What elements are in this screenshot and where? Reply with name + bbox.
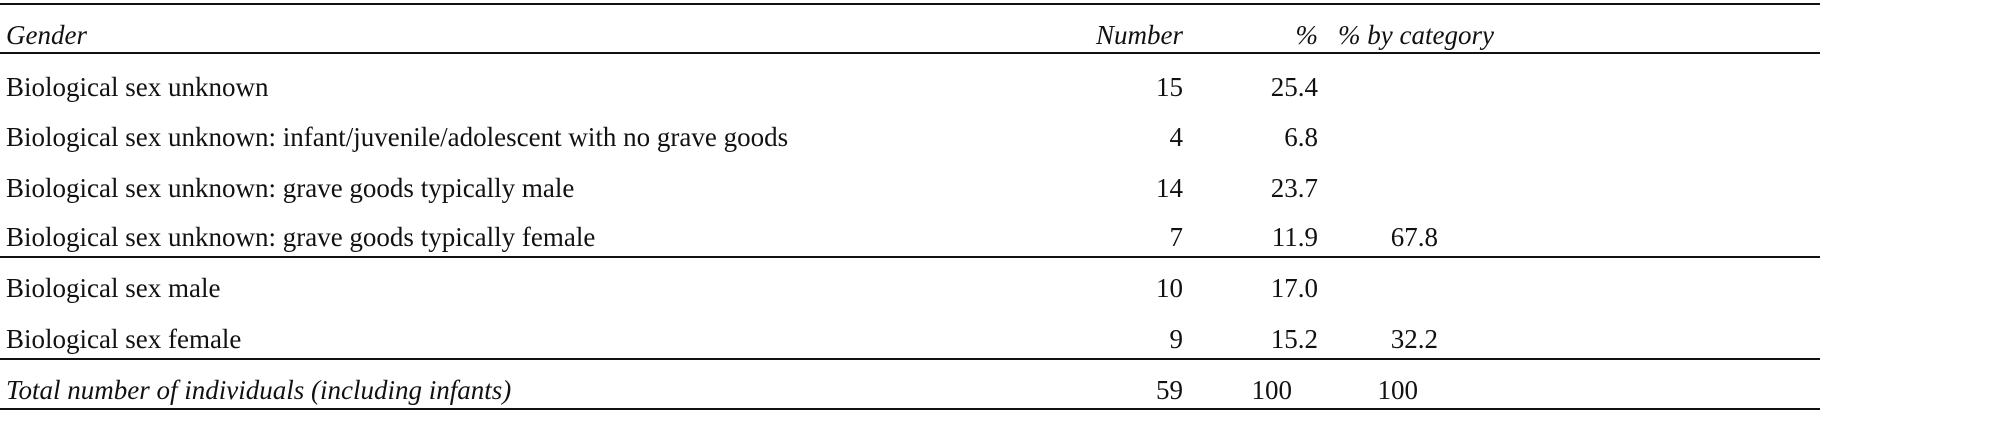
total-label: Total number of individuals (including i… [6,375,512,405]
cell-number: 15 [1156,72,1183,102]
total-number: 59 [1156,375,1183,405]
table-row: Biological sex male 10 17.0 [0,263,1820,313]
cell-gender: Biological sex unknown: grave goods typi… [6,222,596,252]
header-number: Number [1096,20,1183,50]
cell-number: 7 [1169,222,1184,252]
table-header-row: Gender Number % % by category [0,10,1820,60]
header-rule [0,52,1820,54]
cell-percent: 6.8 [1284,122,1318,152]
cell-by-category: 67.8 [1390,222,1438,252]
table-total-row: Total number of individuals (including i… [0,365,1820,415]
cell-number: 4 [1169,122,1184,152]
table-row: Biological sex unknown 15 25.4 [0,62,1820,112]
cell-percent: 11.9 [1271,222,1318,252]
cell-percent: 17.0 [1270,273,1318,303]
header-by-category: % by category [1338,20,1494,50]
total-percent: 100 [1251,375,1293,405]
cell-by-category: 32.2 [1390,324,1438,354]
total-rule [0,358,1820,360]
cell-percent: 23.7 [1270,173,1318,203]
cell-gender: Biological sex unknown [6,72,269,102]
table-row: Biological sex unknown: grave goods typi… [0,163,1820,213]
header-percent: % [1295,20,1319,50]
cell-number: 10 [1156,273,1183,303]
cell-percent: 25.4 [1270,72,1318,102]
top-rule [0,3,1820,5]
cell-number: 9 [1169,324,1184,354]
total-by-category: 100 [1377,375,1419,405]
cell-gender: Biological sex female [6,324,242,354]
cell-gender: Biological sex male [6,273,221,303]
cell-number: 14 [1156,173,1183,203]
cell-percent: 15.2 [1270,324,1318,354]
bottom-rule [0,408,1820,410]
cell-gender: Biological sex unknown: infant/juvenile/… [6,122,789,152]
group-rule [0,256,1820,258]
header-gender: Gender [6,20,87,50]
table-row: Biological sex unknown: infant/juvenile/… [0,112,1820,162]
cell-gender: Biological sex unknown: grave goods typi… [6,173,575,203]
table-row: Biological sex unknown: grave goods typi… [0,212,1820,262]
table-row: Biological sex female 9 15.2 32.2 [0,314,1820,364]
